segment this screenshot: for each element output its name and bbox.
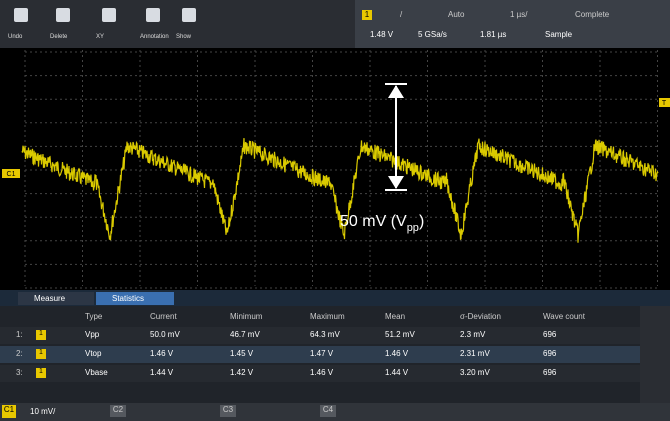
channel-badge[interactable]: C1 [2,405,16,418]
table-cell: 696 [543,368,556,377]
status-value: 1.48 V [370,30,393,39]
row-channel: 1 [36,368,46,378]
screen-bg [0,48,670,290]
table-cell: 1.46 V [385,349,408,358]
table-cell: 1.46 V [150,349,173,358]
row-channel: 1 [36,330,46,340]
row-index: 3: [16,368,23,377]
table-cell: Vbase [85,368,108,377]
table-header: Type [85,312,102,321]
status-value: Sample [545,30,572,39]
table-cell: 1.44 V [385,368,408,377]
table-cell: 1.45 V [230,349,253,358]
table-header: Wave count [543,312,585,321]
channel-scale[interactable]: 10 mV/ [30,407,55,416]
table-cell: 50.0 mV [150,330,180,339]
scope-screen: C1 T 50 mV (Vpp) Undo Delete XY Annotation Sho… [0,0,670,421]
toolbar-button[interactable]: Annotation [140,34,169,40]
channel-button[interactable]: C3 [220,405,236,417]
table-cell: Vpp [85,330,99,339]
right-marker: T [662,100,667,107]
toolbar-icon[interactable] [102,8,116,22]
status-panel [355,0,670,48]
table-cell: 696 [543,330,556,339]
status-label: 1 µs/ [510,10,528,19]
channel-button[interactable]: C4 [320,405,336,417]
tab-label[interactable]: Measure [34,294,65,303]
table-cell: 1.44 V [150,368,173,377]
status-label: Complete [575,10,609,19]
annotation-part: pp [407,222,419,234]
table-cell: 3.20 mV [460,368,490,377]
table-cell: 696 [543,349,556,358]
status-label: Auto [448,10,464,19]
table-cell: 51.2 mV [385,330,415,339]
table-cell: 46.7 mV [230,330,260,339]
toolbar-button[interactable]: XY [96,34,104,40]
side-buttons [640,306,670,403]
table-cell: Vtop [85,349,101,358]
channel-badge: 1 [362,10,372,20]
table-cell: 1.46 V [310,368,333,377]
table-header: Maximum [310,312,345,321]
table-cell: 2.31 mV [460,349,490,358]
table-cell: 1.42 V [230,368,253,377]
row-channel: 1 [36,349,46,359]
table-header: Current [150,312,177,321]
annotation-part: 50 mV (V [340,213,407,230]
toolbar-button[interactable]: Undo [8,34,22,40]
status-value: 1.81 µs [480,30,506,39]
table-header: σ-Deviation [460,312,501,321]
channel-button[interactable]: C2 [110,405,126,417]
toolbar-button[interactable]: Show [176,34,191,40]
tab-label[interactable]: Statistics [112,294,144,303]
table-header: Minimum [230,312,262,321]
status-label: / [400,10,402,19]
row-index: 1: [16,330,23,339]
toolbar-icon[interactable] [146,8,160,22]
row-index: 2: [16,349,23,358]
toolbar-icon[interactable] [14,8,28,22]
toolbar-icon[interactable] [56,8,70,22]
toolbar-icon[interactable] [182,8,196,22]
waveform-display: C1 T 50 mV (Vpp) [0,48,670,290]
toolbar-button[interactable]: Delete [50,34,67,40]
table-cell: 64.3 mV [310,330,340,339]
annotation-part: ) [419,213,424,230]
status-value: 5 GSa/s [418,30,447,39]
left-marker: C1 [7,171,16,178]
table-cell: 2.3 mV [460,330,485,339]
table-cell: 1.47 V [310,349,333,358]
table-header: Mean [385,312,405,321]
